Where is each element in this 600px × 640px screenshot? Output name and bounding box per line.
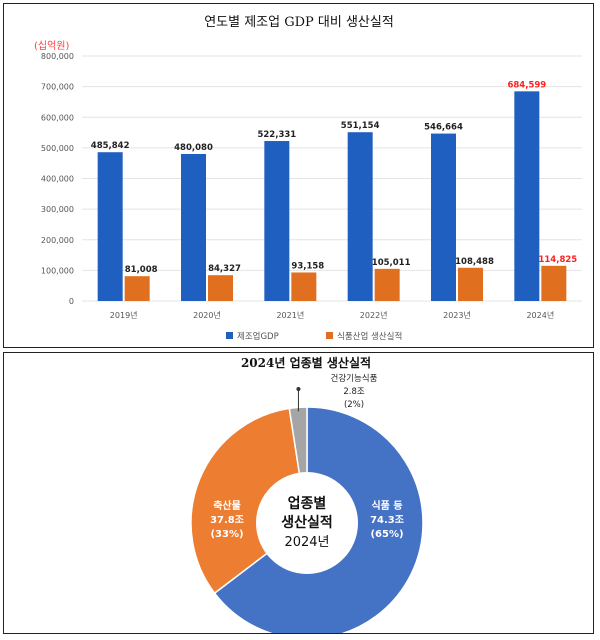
bar-gdp bbox=[347, 132, 373, 301]
legend-swatch-gdp bbox=[226, 332, 233, 339]
leader-dot bbox=[296, 387, 301, 391]
data-label: 105,011 bbox=[372, 258, 411, 268]
data-label: 480,080 bbox=[174, 143, 213, 153]
bar-food bbox=[458, 267, 483, 301]
y-tick-label: 200,000 bbox=[41, 236, 74, 245]
bar-gdp bbox=[97, 152, 123, 301]
legend-label-food: 식품산업 생산실적 bbox=[337, 331, 402, 342]
bar-gdp bbox=[264, 141, 290, 301]
bar-food bbox=[291, 272, 317, 301]
x-tick-label: 2019년 bbox=[110, 310, 138, 320]
y-tick-label: 400,000 bbox=[41, 175, 74, 184]
bar-gdp bbox=[431, 133, 456, 301]
data-label: 81,008 bbox=[125, 265, 158, 275]
chart-title: 연도별 제조업 GDP 대비 생산실적 bbox=[204, 15, 394, 30]
pie-slice bbox=[190, 407, 308, 595]
x-tick-label: 2020년 bbox=[193, 310, 221, 320]
y-tick-label: 700,000 bbox=[41, 83, 74, 92]
legend-label-gdp: 제조업GDP bbox=[237, 332, 279, 342]
unit-label: (십억원) bbox=[34, 40, 70, 52]
data-label: 546,664 bbox=[424, 123, 463, 133]
bar-food bbox=[541, 265, 567, 301]
legend-swatch-food bbox=[326, 332, 333, 339]
x-tick-label: 2024년 bbox=[526, 310, 554, 320]
x-tick-label: 2022년 bbox=[360, 310, 388, 320]
pie-title: 2024년 업종별 생산실적 bbox=[241, 355, 371, 370]
bar-gdp bbox=[181, 153, 206, 301]
y-tick-label: 800,000 bbox=[41, 52, 74, 61]
bar-food bbox=[124, 276, 150, 301]
data-label: 522,331 bbox=[257, 130, 296, 140]
y-tick-label: 500,000 bbox=[41, 144, 74, 153]
pie-chart-panel: 2024년 업종별 생산실적 업종별 생산실적 2024년 식품 등 74.3조 (… bbox=[3, 352, 594, 634]
donut-hole bbox=[256, 472, 358, 574]
y-tick-label: 300,000 bbox=[41, 205, 74, 214]
y-tick-label: 0 bbox=[69, 297, 74, 306]
data-label: 114,825 bbox=[538, 255, 577, 265]
y-tick-label: 100,000 bbox=[41, 266, 74, 275]
slice-label: 축산물 bbox=[213, 499, 241, 512]
data-label: 551,154 bbox=[341, 121, 380, 131]
data-label: 84,327 bbox=[208, 264, 241, 274]
slice-label: 37.8조 bbox=[210, 514, 244, 526]
slice-label: (2%) bbox=[344, 400, 364, 410]
slice-label: (65%) bbox=[370, 529, 403, 540]
center-label-line3: 2024년 bbox=[284, 535, 329, 550]
slice-label: 건강기능식품 bbox=[331, 373, 378, 384]
center-label-line1: 업종별 bbox=[288, 495, 327, 512]
bar-gdp bbox=[514, 91, 540, 301]
donut-chart: 2024년 업종별 생산실적 업종별 생산실적 2024년 식품 등 74.3조 (… bbox=[190, 355, 424, 633]
bar-chart-panel: 연도별 제조업 GDP 대비 생산실적 (십억원) 0 100,000 200,00… bbox=[3, 3, 594, 348]
slice-label: (33%) bbox=[210, 529, 243, 540]
bar-food bbox=[374, 268, 400, 301]
slice-label: 식품 등 bbox=[371, 499, 402, 512]
x-tick-label: 2023년 bbox=[443, 310, 471, 320]
center-label-line2: 생산실적 bbox=[281, 514, 333, 531]
data-label: 485,842 bbox=[91, 141, 130, 151]
data-label: 108,488 bbox=[455, 257, 494, 267]
data-label: 684,599 bbox=[507, 80, 546, 90]
slice-label: 74.3조 bbox=[370, 514, 404, 526]
data-label: 93,158 bbox=[291, 261, 324, 271]
bar-food bbox=[208, 275, 233, 301]
y-tick-label: 600,000 bbox=[41, 113, 74, 122]
bar-chart: 연도별 제조업 GDP 대비 생산실적 (십억원) 0 100,000 200,00… bbox=[34, 15, 582, 342]
x-tick-label: 2021년 bbox=[276, 310, 304, 320]
slice-label: 2.8조 bbox=[343, 387, 365, 397]
